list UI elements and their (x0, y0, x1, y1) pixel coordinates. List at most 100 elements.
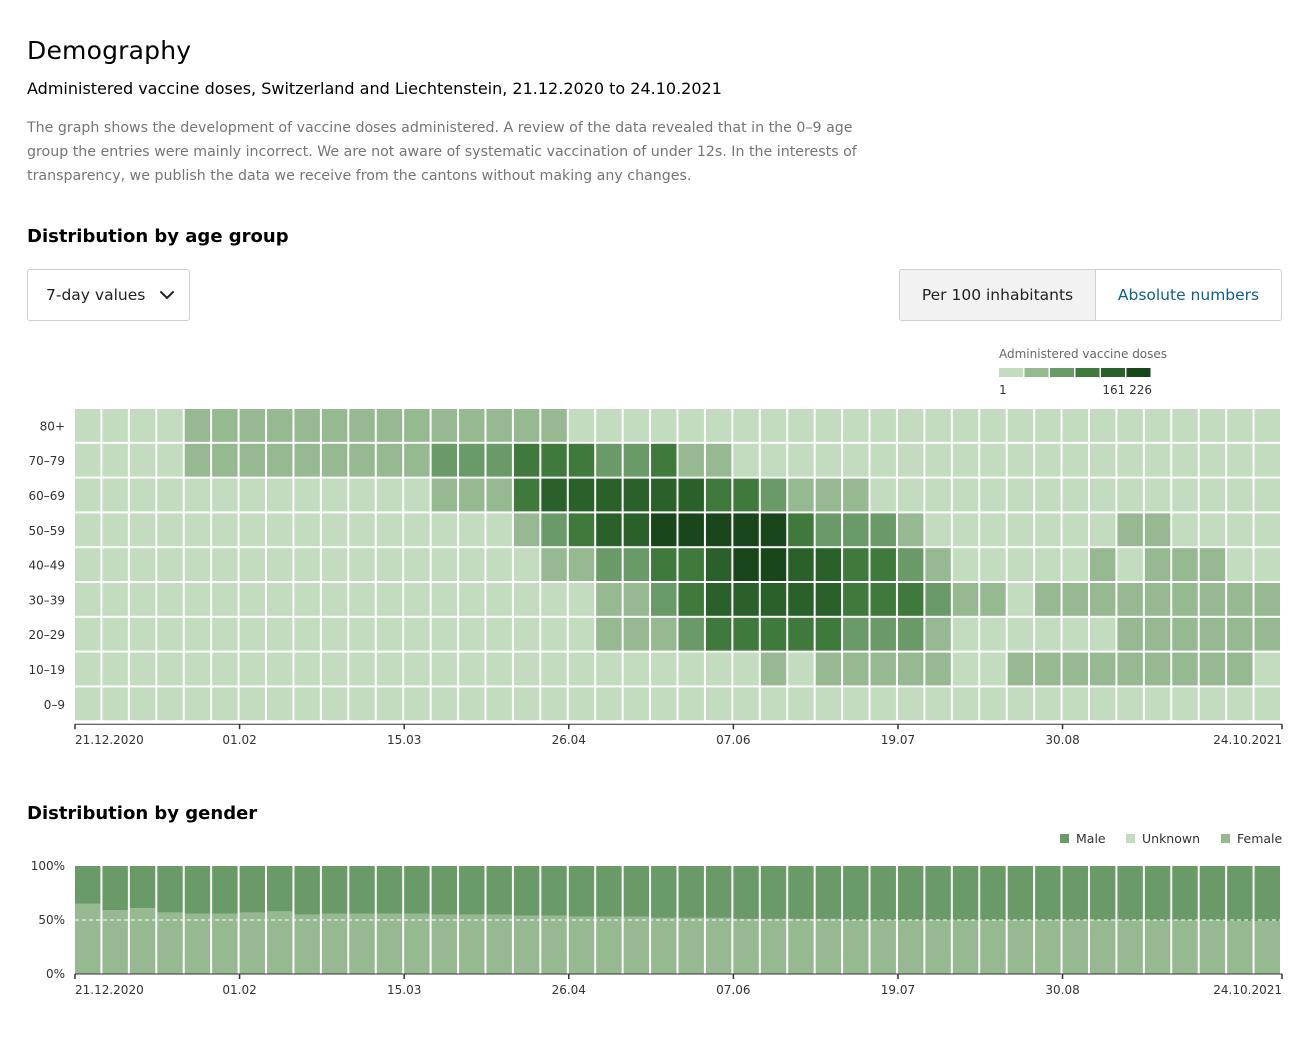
heatmap-cell (651, 443, 677, 477)
heatmap-cell (267, 478, 293, 512)
heatmap-cell (1089, 617, 1116, 651)
heatmap-cell (1035, 548, 1061, 581)
heatmap-cell (815, 617, 842, 651)
heatmap-cell (897, 617, 924, 651)
heatmap-cell (129, 548, 156, 581)
female-bar (431, 914, 458, 974)
age-group-label: 30–39 (28, 593, 65, 607)
heatmap-cell (404, 617, 430, 651)
heatmap-cell (1254, 652, 1280, 686)
heatmap-cell (925, 548, 951, 581)
heatmap-cell (952, 617, 979, 651)
heatmap-cell (897, 687, 924, 721)
heatmap-cell (184, 583, 211, 616)
heatmap-cell (980, 478, 1006, 512)
heatmap-cell (897, 513, 924, 547)
heatmap-cell (75, 409, 101, 442)
heatmap-cell (294, 513, 320, 547)
heatmap-cell (294, 652, 320, 686)
heatmap-cell (349, 409, 375, 442)
male-bar (760, 866, 787, 919)
heatmap-cell (1035, 617, 1061, 651)
heatmap-cell (321, 548, 348, 581)
legend-label: Male (1076, 831, 1106, 846)
male-bar (678, 866, 704, 918)
heatmap-cell (513, 583, 540, 616)
heatmap-cell (1144, 548, 1171, 581)
heatmap-cell (980, 548, 1006, 581)
heatmap-cell (1007, 652, 1034, 686)
absolute-numbers-button[interactable]: Absolute numbers (1096, 270, 1281, 320)
heatmap-cell (870, 443, 896, 477)
heatmap-cell (376, 548, 403, 581)
x-tick-label: 30.08 (1045, 983, 1079, 997)
heatmap-cell (1007, 548, 1034, 581)
heatmap-cell (897, 548, 924, 581)
heatmap-cell (75, 548, 101, 581)
x-tick-label: 01.02 (222, 733, 256, 747)
male-bar (459, 866, 485, 915)
heatmap-cell (184, 687, 211, 721)
heatmap-cell (129, 513, 156, 547)
heatmap-cell (870, 478, 896, 512)
heatmap-cell (596, 652, 622, 686)
heatmap-cell (596, 409, 622, 442)
male-bar (267, 866, 293, 912)
male-bar (843, 866, 869, 920)
heatmap-cell (321, 409, 348, 442)
heatmap-cell (513, 617, 540, 651)
male-bar (1007, 866, 1034, 920)
heatmap-cell (1172, 478, 1198, 512)
heatmap-cell (212, 443, 238, 477)
heatmap-cell (459, 443, 485, 477)
heatmap-cell (157, 583, 183, 616)
heatmap-cell (349, 548, 375, 581)
heatmap-cell (541, 443, 567, 477)
heatmap-cell (870, 583, 896, 616)
heatmap-cell (843, 513, 869, 547)
male-bar (129, 866, 156, 909)
male-bar (1144, 866, 1171, 920)
male-bar (1199, 866, 1226, 920)
heatmap-cell (596, 443, 622, 477)
legend-swatch (1024, 368, 1049, 377)
heatmap-cell (1062, 548, 1088, 581)
heatmap-cell (1172, 617, 1198, 651)
heatmap-cell (1062, 478, 1088, 512)
heatmap-cell (623, 478, 650, 512)
legend-swatch (1050, 368, 1074, 377)
heatmap-cell (815, 443, 842, 477)
heatmap-cell (404, 409, 430, 442)
heatmap-cell (1089, 478, 1116, 512)
heatmap-cell (1144, 409, 1171, 442)
heatmap-cell (1254, 513, 1280, 547)
heatmap-cell (431, 583, 458, 616)
interval-dropdown[interactable]: 7-day values (27, 269, 190, 321)
heatmap-cell (952, 652, 979, 686)
female-bar (651, 917, 677, 974)
heatmap-cell (376, 478, 403, 512)
male-bar (870, 866, 896, 920)
heatmap-cell (513, 687, 540, 721)
male-bar (952, 866, 979, 920)
male-bar (294, 866, 320, 915)
female-bar (678, 917, 704, 974)
male-bar (623, 866, 650, 917)
heatmap-cell (184, 548, 211, 581)
heatmap-cell (568, 652, 595, 686)
heatmap-cell (541, 617, 567, 651)
heatmap-cell (212, 583, 238, 616)
heatmap-cell (321, 687, 348, 721)
legend-label: Unknown (1142, 831, 1200, 846)
heatmap-cell (788, 687, 814, 721)
heatmap-cell (568, 443, 595, 477)
heatmap-cell (541, 409, 567, 442)
heatmap-cell (1117, 443, 1143, 477)
heatmap-cell (294, 548, 320, 581)
per-100-inhabitants-button[interactable]: Per 100 inhabitants (900, 270, 1096, 320)
heatmap-cell (75, 652, 101, 686)
male-bar (788, 866, 814, 919)
heatmap-cell (815, 409, 842, 442)
heatmap-cell (1172, 652, 1198, 686)
heatmap-cell (788, 443, 814, 477)
